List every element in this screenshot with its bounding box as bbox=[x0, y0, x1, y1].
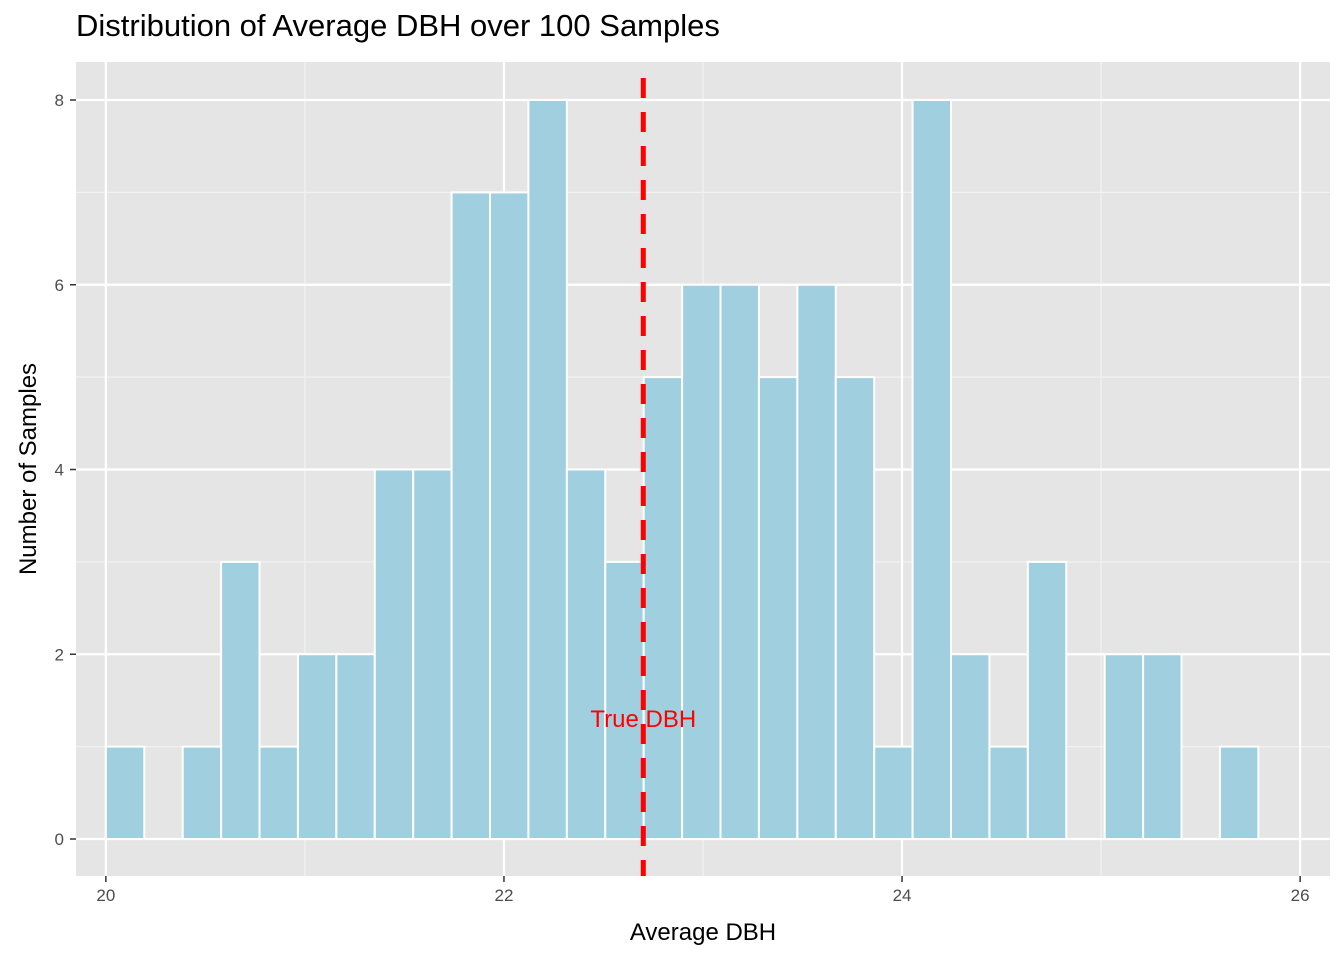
histogram-bar bbox=[642, 376, 684, 840]
y-tick-label: 0 bbox=[55, 830, 64, 849]
x-axis-ticks: 20 22 24 26 bbox=[96, 876, 1310, 905]
histogram-bar bbox=[565, 468, 607, 840]
histogram-bar bbox=[757, 376, 799, 840]
histogram-bar bbox=[604, 560, 645, 840]
histogram-bar bbox=[834, 376, 876, 840]
chart-title: Distribution of Average DBH over 100 Sam… bbox=[76, 8, 720, 43]
histogram-bar bbox=[681, 283, 722, 840]
histogram-bar bbox=[296, 653, 338, 840]
y-axis-ticks: 0 2 4 6 8 bbox=[55, 91, 76, 849]
x-tick-label: 20 bbox=[96, 886, 115, 905]
true-dbh-label: True DBH bbox=[590, 706, 696, 733]
x-axis-title: Average DBH bbox=[630, 919, 776, 946]
y-tick-label: 6 bbox=[55, 276, 64, 295]
histogram-bar bbox=[412, 468, 453, 840]
x-tick-label: 26 bbox=[1291, 886, 1310, 905]
histogram-bars bbox=[104, 99, 1260, 840]
histogram-bar bbox=[527, 99, 568, 840]
y-tick-label: 8 bbox=[55, 91, 64, 110]
histogram-bar bbox=[950, 653, 991, 840]
histogram-bar bbox=[104, 745, 146, 840]
y-tick-label: 2 bbox=[55, 645, 64, 664]
histogram-bar bbox=[1026, 560, 1068, 840]
y-tick-label: 4 bbox=[55, 461, 64, 480]
histogram-bar bbox=[1103, 653, 1145, 840]
histogram-bar bbox=[373, 468, 415, 840]
histogram-bar bbox=[220, 560, 261, 840]
histogram-bar bbox=[450, 191, 492, 840]
histogram-bar bbox=[796, 283, 837, 840]
histogram-bar bbox=[1218, 745, 1260, 840]
histogram-bar bbox=[258, 745, 299, 840]
histogram-bar bbox=[911, 99, 953, 840]
y-axis-title: Number of Samples bbox=[15, 363, 42, 575]
histogram-bar bbox=[719, 283, 760, 840]
histogram-bar bbox=[489, 191, 530, 840]
histogram-bar bbox=[181, 745, 223, 840]
histogram-bar bbox=[335, 653, 376, 840]
histogram-bar bbox=[1142, 653, 1183, 840]
x-tick-label: 22 bbox=[494, 886, 513, 905]
x-tick-label: 24 bbox=[893, 886, 912, 905]
histogram-bar bbox=[873, 745, 914, 840]
histogram-bar bbox=[988, 745, 1029, 840]
